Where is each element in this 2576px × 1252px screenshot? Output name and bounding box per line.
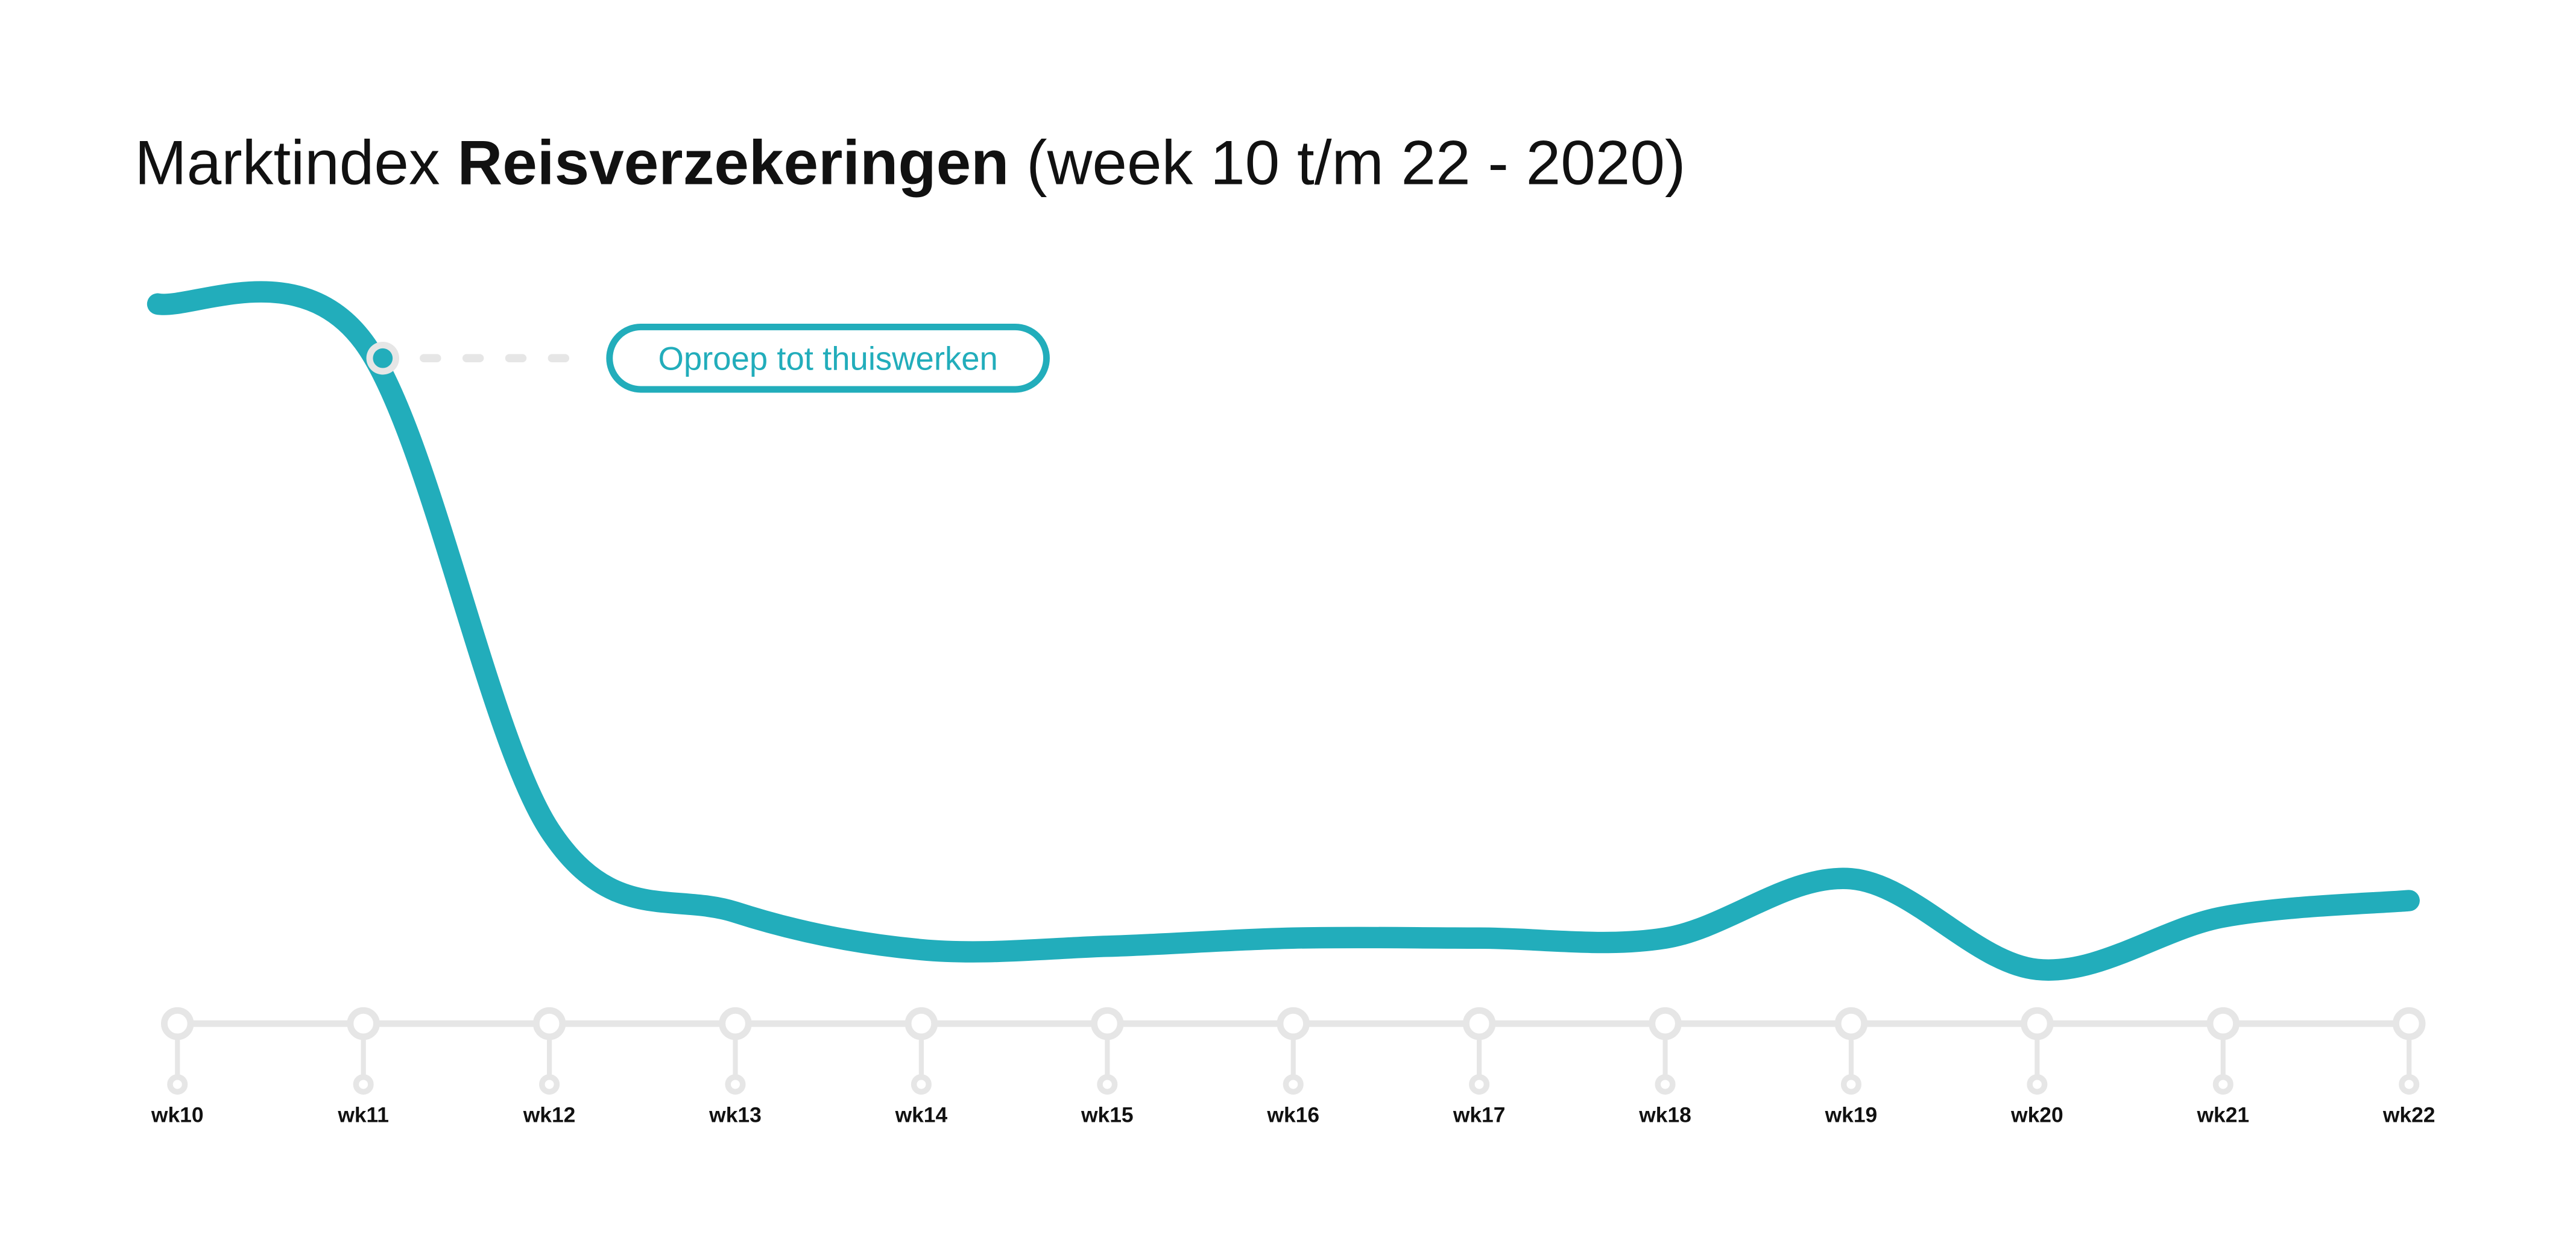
x-tick-label: wk22 xyxy=(2382,1103,2436,1127)
x-axis: wk10 wk11 wk12 wk13 wk14 wk15 wk16 wk17 wk18 wk19… xyxy=(151,1007,2436,1127)
tick-node xyxy=(1834,1007,1868,1040)
x-tick-label: wk16 xyxy=(1266,1103,1319,1127)
annotation-marker xyxy=(373,348,393,368)
tick-node xyxy=(2206,1007,2240,1040)
tick-end xyxy=(1469,1074,1490,1095)
tick-end xyxy=(2212,1074,2233,1095)
tick-end xyxy=(353,1074,374,1095)
x-tick-label: wk12 xyxy=(523,1103,576,1127)
tick-node xyxy=(1462,1007,1496,1040)
tick-node xyxy=(719,1007,752,1040)
tick-end xyxy=(1097,1074,1118,1095)
tick-node xyxy=(1277,1007,1310,1040)
tick-node xyxy=(904,1007,938,1040)
tick-node xyxy=(1649,1007,1682,1040)
tick-end xyxy=(1283,1074,1304,1095)
chart-title: Marktindex Reisverzekeringen (week 10 t/… xyxy=(134,127,1685,197)
x-tick-label: wk11 xyxy=(337,1103,389,1127)
annotation-box xyxy=(606,323,1050,393)
x-tick-label: wk18 xyxy=(1638,1103,1691,1127)
tick-end xyxy=(911,1074,932,1095)
x-tick-label: wk21 xyxy=(2196,1103,2249,1127)
x-tick-label: wk15 xyxy=(1081,1103,1134,1127)
series-line xyxy=(147,281,2420,981)
annotation: Oproep tot thuiswerken xyxy=(366,323,1050,393)
x-tick-label: wk20 xyxy=(2010,1103,2063,1127)
x-tick-label: wk13 xyxy=(709,1103,762,1127)
tick-end xyxy=(539,1074,560,1095)
tick-node xyxy=(532,1007,566,1040)
x-tick-label: wk14 xyxy=(895,1103,948,1127)
x-tick-label: wk17 xyxy=(1453,1103,1506,1127)
x-tick-label: wk19 xyxy=(1825,1103,1878,1127)
annotation-label: Oproep tot thuiswerken xyxy=(658,340,997,377)
tick-end xyxy=(1655,1074,1676,1095)
tick-end xyxy=(1840,1074,1861,1095)
tick-end xyxy=(2027,1074,2048,1095)
tick-node xyxy=(161,1007,194,1040)
x-tick-label: wk10 xyxy=(151,1103,204,1127)
tick-node xyxy=(2021,1007,2054,1040)
tick-node xyxy=(1091,1007,1124,1040)
tick-end xyxy=(167,1074,188,1095)
tick-end xyxy=(2399,1074,2420,1095)
tick-node xyxy=(2392,1007,2426,1040)
tick-node xyxy=(347,1007,380,1040)
tick-end xyxy=(725,1074,746,1095)
